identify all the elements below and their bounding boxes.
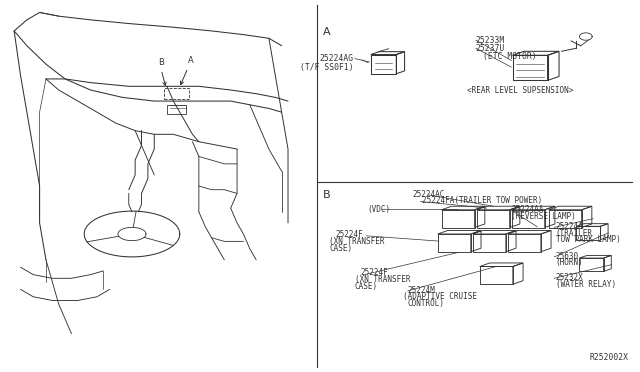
Text: 25232X: 25232X [556, 273, 583, 282]
Text: 25224FA(TRAILER TOW POWER): 25224FA(TRAILER TOW POWER) [422, 196, 542, 205]
Bar [473, 234, 506, 252]
Text: 25630: 25630 [556, 251, 579, 261]
Text: A: A [323, 27, 331, 37]
Text: 25224AA: 25224AA [511, 205, 543, 214]
Text: (TRAILER: (TRAILER [556, 229, 593, 238]
Text: CONTROL): CONTROL) [408, 299, 445, 308]
Bar [511, 210, 545, 228]
Text: A: A [188, 56, 194, 65]
Text: 25224AC: 25224AC [412, 190, 444, 199]
Text: (T/F SS0F1): (T/F SS0F1) [300, 63, 354, 72]
Text: 25224A: 25224A [556, 222, 583, 231]
Bar [548, 210, 582, 228]
Text: 25237U: 25237U [476, 44, 505, 53]
Bar [576, 226, 600, 240]
Bar [371, 55, 396, 74]
Text: B: B [158, 58, 164, 67]
Text: 25224AG: 25224AG [319, 54, 354, 63]
Text: (ETC MOTOR): (ETC MOTOR) [483, 52, 536, 61]
Text: 25224F: 25224F [360, 268, 388, 277]
Bar [167, 105, 186, 114]
Bar [508, 234, 541, 252]
Text: (VDC): (VDC) [367, 205, 391, 214]
Text: CASE): CASE) [330, 244, 353, 253]
Text: TOW PARK LAMP): TOW PARK LAMP) [556, 235, 620, 244]
Text: (REVERSE LAMP): (REVERSE LAMP) [511, 212, 576, 221]
Text: (HORN): (HORN) [556, 258, 583, 267]
Text: R252002X: R252002X [590, 353, 628, 362]
Text: 25224M: 25224M [408, 286, 435, 295]
Text: (WATER RELAY): (WATER RELAY) [556, 280, 616, 289]
Text: CASE): CASE) [355, 282, 378, 291]
Bar [477, 210, 509, 228]
Bar [513, 55, 548, 80]
Text: B: B [323, 190, 331, 200]
Bar [438, 234, 471, 252]
Bar [164, 88, 189, 99]
Text: <REAR LEVEL SUPSENSION>: <REAR LEVEL SUPSENSION> [467, 86, 573, 95]
Text: (ADAPTIVE CRUISE: (ADAPTIVE CRUISE [403, 292, 477, 301]
Text: 25224F: 25224F [336, 230, 364, 239]
Text: 25233M: 25233M [476, 36, 505, 45]
Bar [442, 210, 475, 228]
Bar [480, 266, 513, 284]
Bar [579, 258, 604, 271]
Text: (XN TRANSFER: (XN TRANSFER [355, 275, 410, 284]
Text: (XN TRANSFER: (XN TRANSFER [330, 237, 385, 246]
